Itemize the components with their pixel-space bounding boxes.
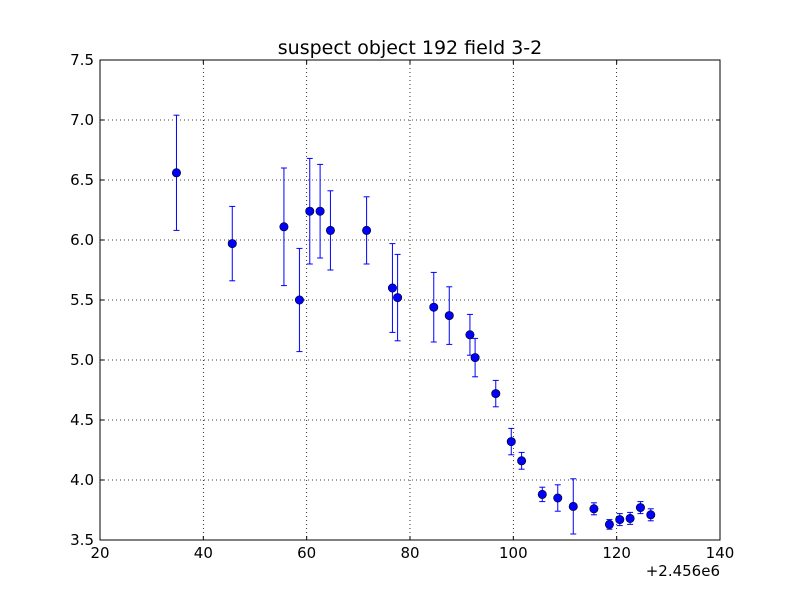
x-tick-label: 40 <box>194 544 213 562</box>
x-tick-label: 20 <box>90 544 109 562</box>
data-point <box>646 510 656 520</box>
data-point <box>537 489 547 499</box>
y-tick-label: 6.5 <box>70 171 94 189</box>
data-point <box>387 283 397 293</box>
data-point <box>393 293 403 303</box>
data-point <box>553 493 563 503</box>
data-point <box>491 389 501 399</box>
data-point <box>506 437 516 447</box>
error-bars <box>173 114 654 535</box>
y-tick-label: 3.5 <box>70 531 94 549</box>
data-point <box>615 515 625 525</box>
x-tick-label: 120 <box>602 544 631 562</box>
y-tick-label: 7.0 <box>70 111 94 129</box>
data-point <box>315 206 325 216</box>
data-point <box>465 330 475 340</box>
data-point <box>635 503 645 513</box>
data-point <box>294 295 304 305</box>
data-point <box>517 456 527 466</box>
x-tick-label: 60 <box>297 544 316 562</box>
x-tick-label: 80 <box>400 544 419 562</box>
y-tick-label: 5.0 <box>70 351 94 369</box>
x-tick-label: 100 <box>499 544 528 562</box>
data-point <box>305 206 315 216</box>
data-point <box>362 225 372 235</box>
data-point <box>279 222 289 232</box>
x-tick-labels: 20 40 60 80 100 120 140 <box>90 544 734 562</box>
y-tick-label: 4.0 <box>70 471 94 489</box>
data-point <box>470 353 480 363</box>
y-tick-label: 5.5 <box>70 291 94 309</box>
y-tick-label: 4.5 <box>70 411 94 429</box>
axis-ticks <box>99 59 721 541</box>
data-point <box>625 513 635 523</box>
data-point <box>429 302 439 312</box>
x-axis-offset-label: +2.456e6 <box>646 562 720 580</box>
data-point <box>227 239 237 249</box>
data-point <box>568 501 578 511</box>
data-point <box>444 311 454 321</box>
y-tick-label: 7.5 <box>70 51 94 69</box>
y-tick-label: 6.0 <box>70 231 94 249</box>
grid <box>100 60 720 540</box>
data-points <box>171 168 656 529</box>
x-tick-label: 140 <box>706 544 735 562</box>
data-point <box>604 519 614 529</box>
data-point <box>171 168 181 178</box>
data-point <box>325 225 335 235</box>
y-tick-labels: 3.5 4.0 4.5 5.0 5.5 6.0 6.5 7.0 7.5 <box>70 51 94 549</box>
data-point <box>589 504 599 514</box>
chart-title: suspect object 192 field 3-2 <box>278 37 543 59</box>
